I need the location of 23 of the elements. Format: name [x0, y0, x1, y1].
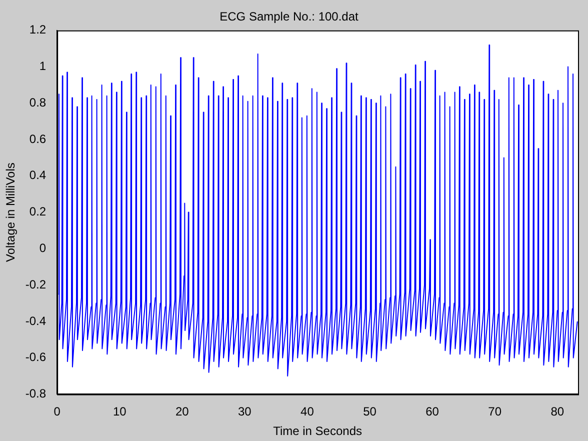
y-tick-label: 0.8 [29, 95, 46, 110]
chart-title: ECG Sample No.: 100.dat [220, 10, 360, 24]
x-tick-label: 60 [426, 404, 440, 419]
x-tick-label: 0 [54, 404, 61, 419]
x-tick-label: 30 [238, 404, 252, 419]
y-tick-label: -0.4 [25, 314, 46, 328]
y-tick-label: 0.4 [29, 168, 46, 182]
y-tick-label: 0 [39, 240, 46, 255]
x-tick-label: 50 [363, 404, 377, 419]
y-tick-label: 0.6 [29, 132, 46, 146]
y-tick-label: 1 [39, 59, 46, 74]
x-tick-label: 10 [112, 404, 127, 419]
x-tick-label: 40 [300, 404, 314, 419]
y-tick-label: -0.2 [25, 277, 46, 292]
y-axis-title: Voltage in MilliVols [4, 162, 18, 262]
y-tick-label: 1.2 [29, 22, 46, 37]
y-tick-label: 0.2 [29, 204, 46, 219]
x-axis-title: Time in Seconds [273, 424, 362, 438]
x-tick-label: 80 [550, 404, 564, 419]
y-tick-label: -0.6 [25, 350, 46, 364]
x-tick-label: 20 [175, 404, 190, 419]
x-tick-label: 70 [488, 404, 502, 419]
y-tick-label: -0.8 [25, 386, 46, 401]
